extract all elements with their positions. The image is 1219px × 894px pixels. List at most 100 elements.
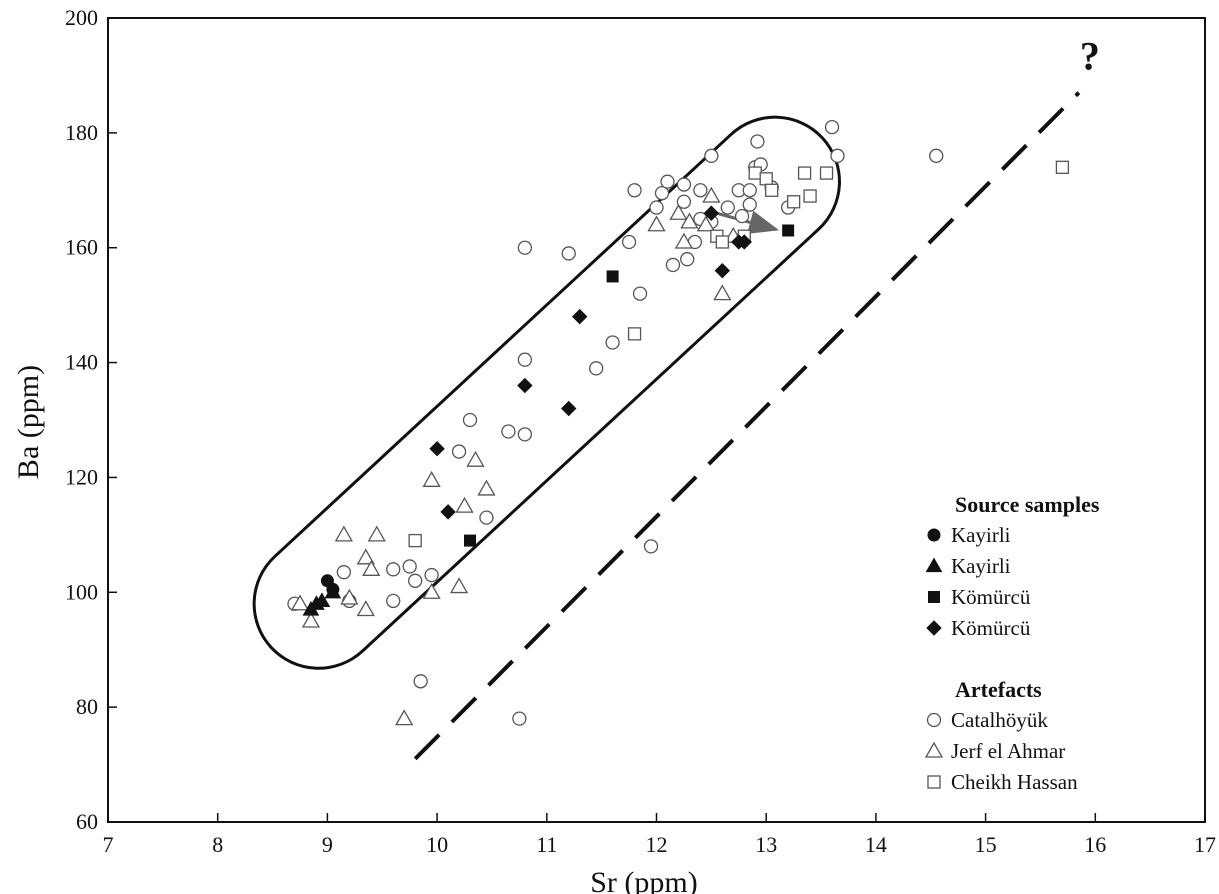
data-point xyxy=(782,224,795,237)
data-point xyxy=(362,560,381,576)
data-point xyxy=(643,539,659,554)
data-point xyxy=(676,177,692,192)
data-point xyxy=(605,335,620,350)
legend-item-label: Kömürcü xyxy=(951,616,1031,640)
data-point xyxy=(797,166,812,180)
y-tick-label: 180 xyxy=(65,120,98,145)
data-point xyxy=(479,510,494,525)
data-point xyxy=(750,134,765,149)
data-point xyxy=(654,186,670,201)
legend-marker xyxy=(927,775,941,789)
x-tick-label: 8 xyxy=(212,832,223,857)
data-point xyxy=(561,400,577,417)
dashed-boundary-line xyxy=(413,91,1081,761)
data-point xyxy=(665,257,681,273)
x-tick-label: 11 xyxy=(536,832,557,857)
data-point xyxy=(669,203,688,220)
data-point xyxy=(606,270,619,283)
annotations: ? xyxy=(252,34,1100,761)
data-point xyxy=(517,240,533,255)
data-point xyxy=(501,424,516,439)
data-point xyxy=(649,200,664,215)
data-point xyxy=(742,197,757,212)
data-point xyxy=(367,525,386,542)
x-tick-label: 13 xyxy=(755,832,777,857)
y-tick-label: 100 xyxy=(65,579,98,604)
data-point xyxy=(1055,160,1070,174)
legend-item-label: Kayirli xyxy=(951,554,1011,578)
data-point xyxy=(680,212,699,229)
axis-ticks: 7 8 9 10 11 12 13 14 15 16 17 60 80 100 120 140 160 180 20… xyxy=(65,5,1216,857)
y-tick-label: 120 xyxy=(65,464,98,489)
legend-item-label: Cheikh Hassan xyxy=(951,770,1078,794)
x-axis-label: Sr (ppm) xyxy=(590,866,698,894)
data-point xyxy=(356,600,375,617)
data-point xyxy=(413,674,428,689)
legend-item-label: Kömürcü xyxy=(951,585,1031,609)
data-point xyxy=(386,593,401,609)
data-point xyxy=(819,166,834,180)
data-point xyxy=(462,412,478,428)
data-point xyxy=(734,208,750,224)
x-tick-label: 15 xyxy=(975,832,997,857)
data-point xyxy=(324,583,342,599)
data-point xyxy=(561,246,576,261)
y-axis-label: Ba (ppm) xyxy=(12,365,45,479)
y-tick-label: 60 xyxy=(76,809,98,834)
x-tick-label: 10 xyxy=(426,832,448,857)
data-point xyxy=(765,183,779,197)
data-point xyxy=(395,709,414,726)
legend-marker xyxy=(926,620,942,636)
data-point xyxy=(466,450,485,467)
data-point xyxy=(703,205,720,221)
data-point xyxy=(647,215,666,232)
data-point xyxy=(674,232,694,249)
data-point xyxy=(440,504,456,520)
legend-title-source: Source samples xyxy=(955,492,1100,517)
y-tick-label: 200 xyxy=(65,5,98,30)
data-point xyxy=(830,148,845,163)
data-point xyxy=(429,441,445,457)
legend-item-label: Jerf el Ahmar xyxy=(951,739,1065,763)
data-point xyxy=(660,174,675,189)
data-point xyxy=(676,194,692,209)
legend-marker xyxy=(926,712,942,728)
data-point xyxy=(929,148,944,163)
x-tick-label: 7 xyxy=(103,832,114,857)
legend-marker xyxy=(925,557,943,573)
data-point xyxy=(715,235,729,249)
data-point xyxy=(736,234,752,250)
legend-marker xyxy=(924,741,944,758)
data-point xyxy=(713,284,732,301)
question-mark-annotation: ? xyxy=(1080,34,1100,79)
data-points xyxy=(287,119,1070,726)
data-point xyxy=(451,444,467,459)
data-point xyxy=(517,427,533,442)
data-point xyxy=(386,562,401,577)
x-tick-label: 12 xyxy=(646,832,668,857)
data-point xyxy=(408,533,422,548)
data-point xyxy=(477,479,496,496)
data-point xyxy=(464,534,477,547)
data-point xyxy=(704,148,719,163)
data-point xyxy=(455,496,474,513)
y-tick-label: 80 xyxy=(76,694,98,719)
data-point xyxy=(422,582,441,599)
x-tick-label: 9 xyxy=(322,832,333,857)
data-point xyxy=(696,215,715,232)
data-point xyxy=(627,183,642,198)
data-point xyxy=(336,565,352,580)
legend-title-artefacts: Artefacts xyxy=(955,677,1042,702)
x-tick-label: 16 xyxy=(1084,832,1106,857)
legend-item-label: Catalhöyük xyxy=(951,708,1048,732)
data-point xyxy=(290,594,310,611)
data-point xyxy=(424,567,439,583)
data-point xyxy=(627,327,642,341)
data-point xyxy=(621,234,637,250)
y-tick-label: 160 xyxy=(65,235,98,260)
data-point xyxy=(517,352,533,367)
data-point xyxy=(803,189,817,203)
data-point xyxy=(720,200,735,215)
legend: Source samples Kayirli Kayirli Kömürcü Kömür… xyxy=(924,492,1100,794)
data-point xyxy=(449,577,469,594)
